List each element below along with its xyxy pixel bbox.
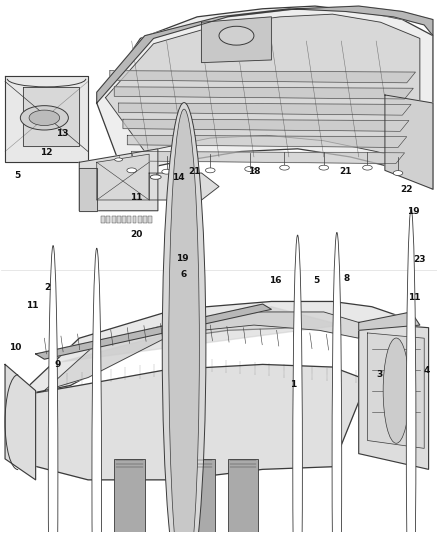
Text: 5: 5	[313, 276, 319, 285]
Text: 6: 6	[180, 270, 186, 279]
Bar	[101, 216, 105, 223]
Ellipse shape	[293, 235, 302, 533]
Polygon shape	[5, 365, 35, 480]
Text: 19: 19	[407, 207, 420, 216]
Text: 10: 10	[9, 343, 21, 352]
Bar	[138, 216, 142, 223]
Bar	[184, 459, 215, 533]
Polygon shape	[97, 154, 149, 200]
Text: 22: 22	[400, 185, 413, 193]
Text: 12: 12	[40, 148, 53, 157]
Text: 11: 11	[26, 301, 39, 310]
Polygon shape	[106, 14, 420, 162]
Ellipse shape	[406, 209, 416, 533]
Polygon shape	[97, 6, 433, 103]
Text: 18: 18	[247, 167, 260, 176]
Text: 23: 23	[413, 255, 426, 264]
Ellipse shape	[48, 246, 58, 533]
Text: 11: 11	[408, 293, 421, 302]
Ellipse shape	[162, 102, 206, 533]
Text: 4: 4	[423, 367, 430, 375]
Polygon shape	[367, 333, 424, 448]
Ellipse shape	[280, 165, 289, 170]
Ellipse shape	[169, 109, 199, 533]
Polygon shape	[44, 312, 359, 391]
Bar	[106, 216, 110, 223]
Polygon shape	[97, 6, 433, 189]
Polygon shape	[79, 149, 158, 211]
Polygon shape	[123, 119, 409, 131]
Ellipse shape	[393, 171, 403, 175]
Polygon shape	[5, 76, 88, 162]
Bar	[143, 216, 147, 223]
Polygon shape	[201, 17, 272, 63]
Text: 21: 21	[189, 167, 201, 176]
Text: 16: 16	[268, 276, 281, 285]
Bar	[127, 216, 131, 223]
Polygon shape	[385, 95, 433, 189]
Polygon shape	[79, 168, 97, 211]
Polygon shape	[127, 135, 407, 148]
Bar	[117, 216, 121, 223]
Ellipse shape	[20, 106, 68, 130]
Bar	[148, 216, 152, 223]
Ellipse shape	[162, 169, 171, 174]
Ellipse shape	[115, 158, 123, 161]
Bar	[114, 459, 145, 533]
Ellipse shape	[219, 26, 254, 45]
Polygon shape	[359, 312, 420, 330]
Ellipse shape	[127, 168, 137, 173]
Ellipse shape	[245, 167, 254, 172]
Text: 14: 14	[173, 173, 185, 182]
Polygon shape	[114, 87, 413, 99]
Polygon shape	[132, 151, 405, 164]
Polygon shape	[149, 173, 219, 200]
Text: 13: 13	[56, 128, 68, 138]
Ellipse shape	[150, 175, 161, 179]
Text: 8: 8	[343, 274, 350, 283]
Polygon shape	[110, 71, 416, 83]
Ellipse shape	[319, 165, 328, 170]
Text: 9: 9	[54, 360, 60, 369]
Polygon shape	[18, 302, 403, 396]
Bar	[112, 216, 116, 223]
Text: 11: 11	[130, 193, 142, 202]
Ellipse shape	[92, 248, 102, 533]
Ellipse shape	[363, 165, 372, 170]
Polygon shape	[18, 365, 367, 480]
Ellipse shape	[332, 232, 342, 533]
Text: 19: 19	[176, 254, 188, 263]
Polygon shape	[35, 304, 272, 359]
Text: 3: 3	[377, 370, 383, 379]
Ellipse shape	[205, 168, 215, 173]
Polygon shape	[119, 103, 411, 115]
Polygon shape	[22, 87, 79, 146]
Text: 1: 1	[290, 381, 297, 390]
Text: 21: 21	[339, 167, 352, 176]
Text: 2: 2	[45, 284, 51, 292]
Polygon shape	[62, 306, 341, 362]
Bar	[228, 459, 258, 533]
Text: 20: 20	[130, 230, 142, 239]
Bar	[133, 216, 137, 223]
Bar	[122, 216, 126, 223]
Ellipse shape	[383, 338, 410, 443]
Ellipse shape	[29, 110, 60, 126]
Text: 5: 5	[14, 171, 21, 180]
Polygon shape	[359, 322, 428, 470]
